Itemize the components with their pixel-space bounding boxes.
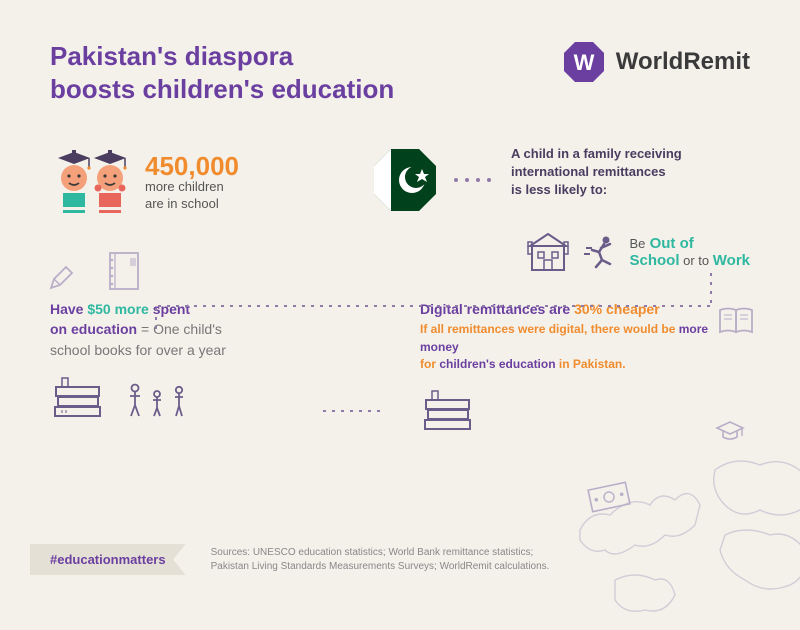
graduating-kids-icon bbox=[50, 145, 130, 220]
logo-octagon-icon: W bbox=[562, 40, 606, 84]
books-stack-icon bbox=[420, 388, 475, 433]
brand-logo: W WorldRemit bbox=[562, 40, 750, 84]
world-map-icon bbox=[560, 430, 800, 630]
dotted-connector bbox=[155, 305, 710, 307]
hashtag-ribbon: #educationmatters bbox=[30, 544, 186, 575]
children-stat-block: 450,000 more children are in school bbox=[50, 145, 350, 220]
fact-spending: Have $50 more spent on education = One c… bbox=[50, 299, 380, 433]
stat-sub-1: more children bbox=[145, 179, 239, 196]
pakistan-flag-icon bbox=[370, 145, 440, 215]
flag-block bbox=[370, 145, 491, 215]
sources-text: Sources: UNESCO education statistics; Wo… bbox=[211, 546, 550, 574]
connector-dots bbox=[454, 178, 491, 182]
books-stack-icon bbox=[50, 375, 105, 420]
stat-number: 450,000 bbox=[145, 153, 239, 179]
title-line-2: boosts children's education bbox=[50, 74, 394, 104]
stat-sub-2: are in school bbox=[145, 196, 239, 213]
dotted-connector bbox=[320, 410, 380, 412]
remittance-intro: A child in a family receiving internatio… bbox=[511, 145, 750, 200]
notebook-icon bbox=[105, 250, 141, 292]
fact-digital: Digital remittances are 30% cheaper If a… bbox=[420, 299, 750, 433]
title-line-1: Pakistan's diaspora bbox=[50, 41, 293, 71]
open-book-icon bbox=[717, 305, 755, 335]
running-person-icon bbox=[582, 234, 618, 270]
svg-text:W: W bbox=[573, 50, 594, 75]
school-building-icon bbox=[526, 230, 570, 274]
outcome-text: Be Out of School or to Work bbox=[630, 235, 751, 269]
pencil-icon bbox=[48, 265, 74, 291]
dotted-connector bbox=[155, 305, 157, 335]
logo-name: WorldRemit bbox=[616, 48, 750, 76]
page-title: Pakistan's diaspora boosts children's ed… bbox=[50, 40, 394, 105]
dotted-connector bbox=[710, 270, 712, 305]
children-figures-icon bbox=[125, 380, 190, 420]
